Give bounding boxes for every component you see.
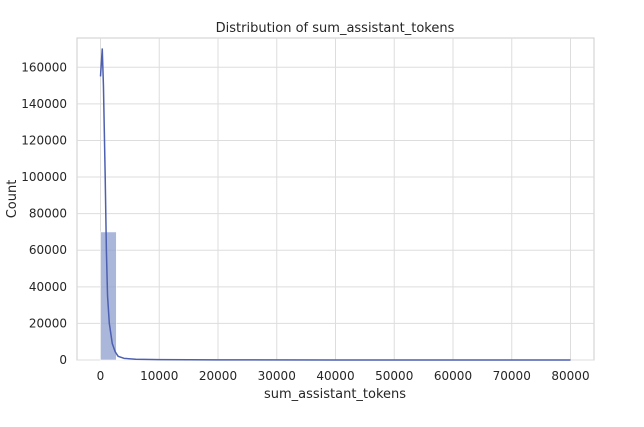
- x-tick-label: 50000: [375, 369, 413, 383]
- y-tick-label: 100000: [21, 170, 67, 184]
- x-tick-label: 30000: [258, 369, 296, 383]
- x-tick-label: 70000: [493, 369, 531, 383]
- y-tick-label: 20000: [29, 316, 67, 330]
- y-tick-label: 80000: [29, 207, 67, 221]
- x-tick-label: 60000: [434, 369, 472, 383]
- y-tick-label: 40000: [29, 280, 67, 294]
- chart-title: Distribution of sum_assistant_tokens: [216, 21, 455, 36]
- x-axis-label: sum_assistant_tokens: [264, 387, 406, 402]
- x-tick-label: 20000: [199, 369, 237, 383]
- y-tick-label: 60000: [29, 243, 67, 257]
- y-tick-label: 140000: [21, 97, 67, 111]
- histogram-bar: [101, 232, 117, 360]
- grid-lines: [77, 38, 594, 360]
- x-tick-label: 80000: [551, 369, 589, 383]
- y-tick-label: 160000: [21, 60, 67, 74]
- x-tick-label: 10000: [140, 369, 178, 383]
- y-axis-label: Count: [5, 180, 20, 219]
- y-tick-label: 120000: [21, 133, 67, 147]
- x-tick-label: 0: [97, 369, 105, 383]
- y-tick-label: 0: [59, 353, 67, 367]
- histogram-bars: [101, 232, 196, 360]
- x-tick-label: 40000: [316, 369, 354, 383]
